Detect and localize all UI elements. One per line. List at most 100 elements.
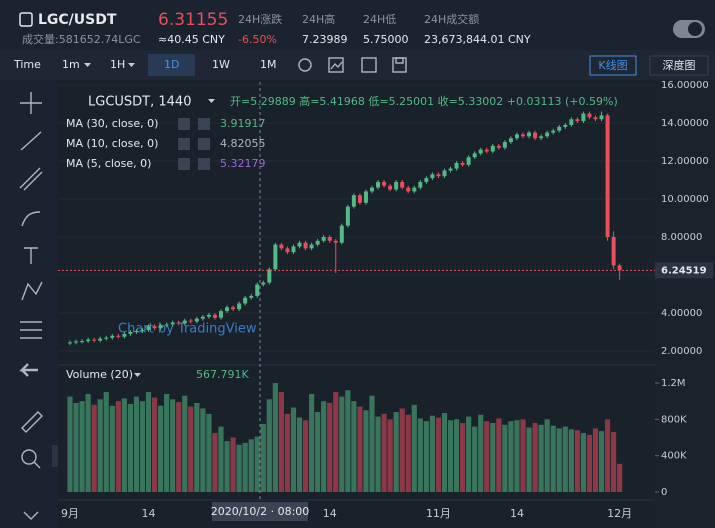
collapse-handle[interactable] (52, 445, 58, 467)
volume-bar (145, 392, 152, 492)
interval-button[interactable]: 1D (164, 58, 179, 71)
candle-body (176, 322, 181, 324)
volume-bar (194, 402, 200, 492)
volume-bar (357, 406, 363, 492)
candle-body (521, 134, 525, 137)
volume-bar (435, 417, 442, 492)
volume-bar (206, 413, 212, 492)
volume-bar (133, 396, 140, 492)
crosshair-label: 2020/10/2 · 08:00 (211, 505, 310, 518)
symbol: LGC/USDT (38, 12, 117, 28)
candle-body (219, 311, 223, 318)
volume-bar (556, 428, 562, 492)
indicator-close (198, 118, 210, 130)
stat-value: 5.75000 (363, 33, 409, 46)
volume-bar (321, 401, 327, 492)
stat-label: 24H成交额 (424, 12, 479, 26)
candle-body (128, 331, 133, 334)
candle-body (539, 136, 544, 139)
volume-bar (278, 392, 284, 492)
volume-bar (496, 418, 502, 492)
stat-value: 7.23989 (302, 33, 348, 46)
volume-bar (369, 395, 375, 492)
volume-bar (79, 401, 85, 492)
candle-body (605, 115, 610, 238)
candle-body (68, 342, 72, 344)
volume-bar (97, 399, 103, 492)
indicator-settings[interactable] (178, 118, 190, 130)
volume-bar (85, 393, 91, 492)
volume-bar (73, 402, 79, 492)
candle-body (460, 162, 465, 165)
candle-body (599, 115, 604, 120)
volume-bar (484, 421, 490, 492)
volume-tick-label: 1.2M (661, 378, 686, 389)
candle-body (454, 162, 459, 169)
candle-body (297, 242, 302, 247)
dropdown-arrow (128, 63, 135, 67)
volume-bar (460, 422, 466, 492)
volume-bar (351, 401, 357, 492)
theme-toggle[interactable] (673, 20, 705, 38)
indicator-settings[interactable] (178, 138, 190, 150)
candle-body (279, 244, 284, 249)
indicator-value: 4.82055 (220, 137, 266, 150)
volume-bar (466, 416, 472, 492)
volume-bar (604, 419, 611, 492)
toolbar-label: Time (13, 58, 41, 71)
dropdown-arrow (208, 99, 215, 103)
candle-body (231, 307, 236, 310)
stat-label: 24H低 (363, 13, 396, 26)
last-price: 6.31155 (158, 10, 228, 30)
candle-body (212, 314, 217, 318)
candle-body (484, 149, 489, 152)
candle-body (98, 338, 103, 341)
candle-body (74, 341, 79, 343)
stat-label: 24H涨跌 (238, 12, 282, 26)
candle-body (575, 119, 580, 122)
candle-body (563, 124, 568, 127)
interval-button[interactable]: 1M (260, 58, 277, 71)
volume-tick-label: 800K (661, 414, 687, 425)
candle-body (442, 170, 447, 177)
volume-bar (248, 439, 254, 492)
volume-bar (127, 403, 133, 492)
drawing-tools[interactable] (19, 92, 43, 520)
view-button[interactable]: K线图 (598, 58, 627, 72)
view-button[interactable]: 深度图 (663, 58, 696, 72)
volume-bar (375, 416, 381, 492)
volume-bar (411, 404, 417, 492)
candle-body (309, 244, 314, 249)
volume-bar (568, 429, 574, 492)
volume-bar (526, 427, 532, 492)
candle-body (533, 132, 538, 139)
volume-bar (266, 399, 272, 492)
volume-bar (230, 437, 236, 492)
y-tick-label: 4.00000 (661, 308, 702, 319)
volume-bar (212, 432, 218, 492)
candle-body (225, 307, 230, 312)
volume-bar (508, 421, 514, 492)
candle-body (206, 314, 211, 317)
x-tick-label: 14 (510, 507, 524, 520)
indicator-settings[interactable] (178, 158, 190, 170)
interval-button[interactable]: 1W (212, 58, 230, 71)
interval-button[interactable]: 1m (62, 58, 80, 71)
indicator-name: MA (30, close, 0) (66, 117, 158, 130)
volume-bar (363, 410, 369, 492)
volume-bar (333, 392, 339, 492)
candle-body (273, 244, 278, 270)
candle-body (321, 237, 326, 241)
candle-body (243, 297, 248, 304)
volume-bar (617, 463, 623, 492)
volume-bar (91, 404, 97, 492)
volume-bar (580, 432, 586, 492)
stat-value: 23,673,844.01 CNY (424, 33, 531, 46)
volume-bar (502, 424, 508, 492)
toolbar-icons[interactable] (298, 57, 407, 73)
volume-bar (176, 402, 182, 492)
volume-bar (423, 421, 429, 492)
interval-button[interactable]: 1H (110, 58, 125, 71)
volume-bar (170, 399, 176, 492)
ohlc-legend: 开=5.29889 高=5.41968 低=5.25001 收=5.33002 … (230, 94, 618, 108)
